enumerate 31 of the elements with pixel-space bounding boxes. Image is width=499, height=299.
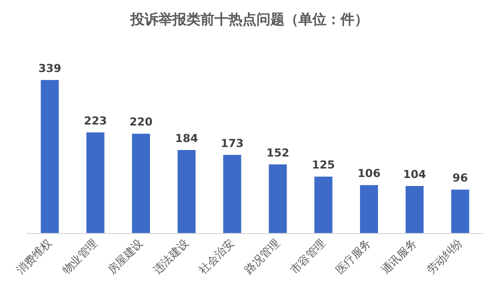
bar <box>223 154 242 233</box>
bar <box>132 134 150 233</box>
bar <box>86 132 104 233</box>
bar <box>268 164 287 233</box>
x-tick-label: 市容管理 <box>288 236 328 277</box>
x-tick-label: 社会治安 <box>196 236 237 277</box>
data-label: 184 <box>175 132 198 145</box>
bar <box>451 190 470 233</box>
x-tick-label: 路况管理 <box>242 236 282 277</box>
data-label: 339 <box>38 62 62 75</box>
bar <box>314 176 332 233</box>
data-label: 96 <box>452 172 468 185</box>
x-tick-label: 医疗服务 <box>333 236 374 277</box>
bar <box>40 80 59 233</box>
x-tick-label: 违法建设 <box>150 236 192 277</box>
data-label: 125 <box>312 158 335 172</box>
data-label: 220 <box>130 116 153 129</box>
chart-title: 投诉举报类前十热点问题（单位：件） <box>130 11 368 28</box>
data-label: 152 <box>266 146 290 160</box>
x-tick-label: 通讯服务 <box>378 236 420 277</box>
x-tick-label: 劳动纠纷 <box>424 236 465 277</box>
data-label: 106 <box>358 167 381 180</box>
x-tick-label: 物业管理 <box>60 236 100 277</box>
x-tick-label: 消费维权 <box>14 236 54 277</box>
bar <box>406 186 424 233</box>
data-label: 104 <box>403 168 426 182</box>
data-label: 223 <box>84 114 107 128</box>
data-label: 173 <box>220 136 244 150</box>
bar <box>178 150 196 233</box>
bar <box>360 185 378 233</box>
x-tick-label: 房屋建设 <box>105 236 146 277</box>
